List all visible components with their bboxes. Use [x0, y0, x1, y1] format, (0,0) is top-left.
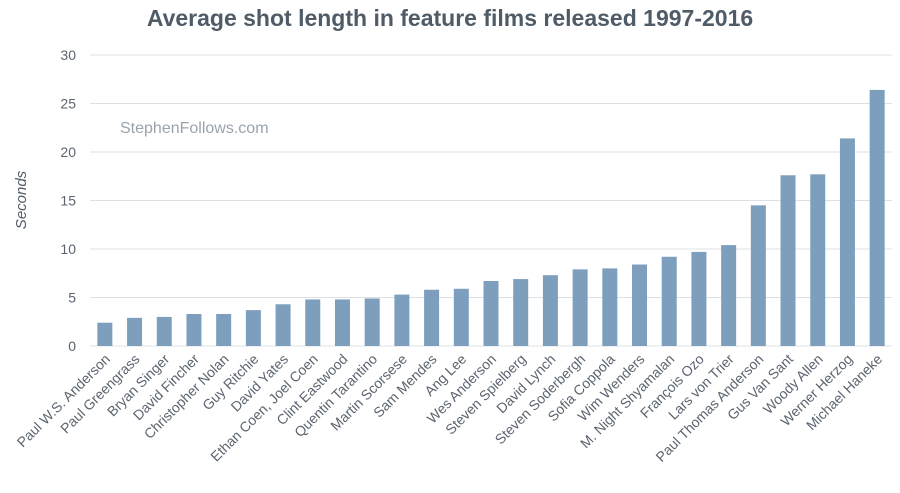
bar-14	[513, 279, 529, 346]
bar-22	[750, 205, 766, 346]
bar-17	[602, 268, 618, 346]
y-tick-label: 20	[60, 144, 76, 160]
y-tick-label: 15	[60, 193, 76, 209]
bar-8	[334, 299, 350, 346]
y-tick-label: 10	[60, 241, 76, 257]
y-axis-label: Seconds	[13, 170, 30, 229]
bar-5	[245, 310, 261, 346]
chart-title: Average shot length in feature films rel…	[147, 5, 753, 31]
grid-lines	[90, 54, 892, 347]
bar-3	[186, 313, 202, 346]
watermark-text: StephenFollows.com	[120, 120, 269, 137]
bar-0	[97, 322, 113, 346]
bar-12	[453, 288, 469, 346]
bar-15	[542, 275, 558, 346]
bar-13	[483, 281, 499, 346]
bar-23	[780, 175, 796, 346]
bars	[97, 89, 885, 347]
y-tick-label: 30	[60, 47, 76, 63]
bar-16	[572, 269, 588, 346]
bar-7	[305, 299, 321, 346]
bar-9	[364, 298, 380, 346]
bar-26	[869, 89, 885, 347]
bar-24	[810, 174, 826, 346]
y-tick-label: 25	[60, 96, 76, 112]
bar-20	[691, 251, 707, 346]
bar-2	[156, 316, 172, 346]
y-tick-label: 0	[68, 338, 76, 354]
bar-25	[839, 138, 855, 346]
bar-11	[424, 289, 440, 346]
y-tick-label: 5	[68, 290, 76, 306]
bar-4	[216, 313, 232, 346]
bar-19	[661, 256, 677, 346]
bar-21	[721, 245, 737, 346]
bar-1	[127, 317, 143, 346]
y-tick-labels: 0 5 10 15 20 25 30	[60, 47, 76, 354]
bar-10	[394, 294, 410, 346]
bar-6	[275, 304, 291, 346]
bar-18	[632, 264, 648, 346]
